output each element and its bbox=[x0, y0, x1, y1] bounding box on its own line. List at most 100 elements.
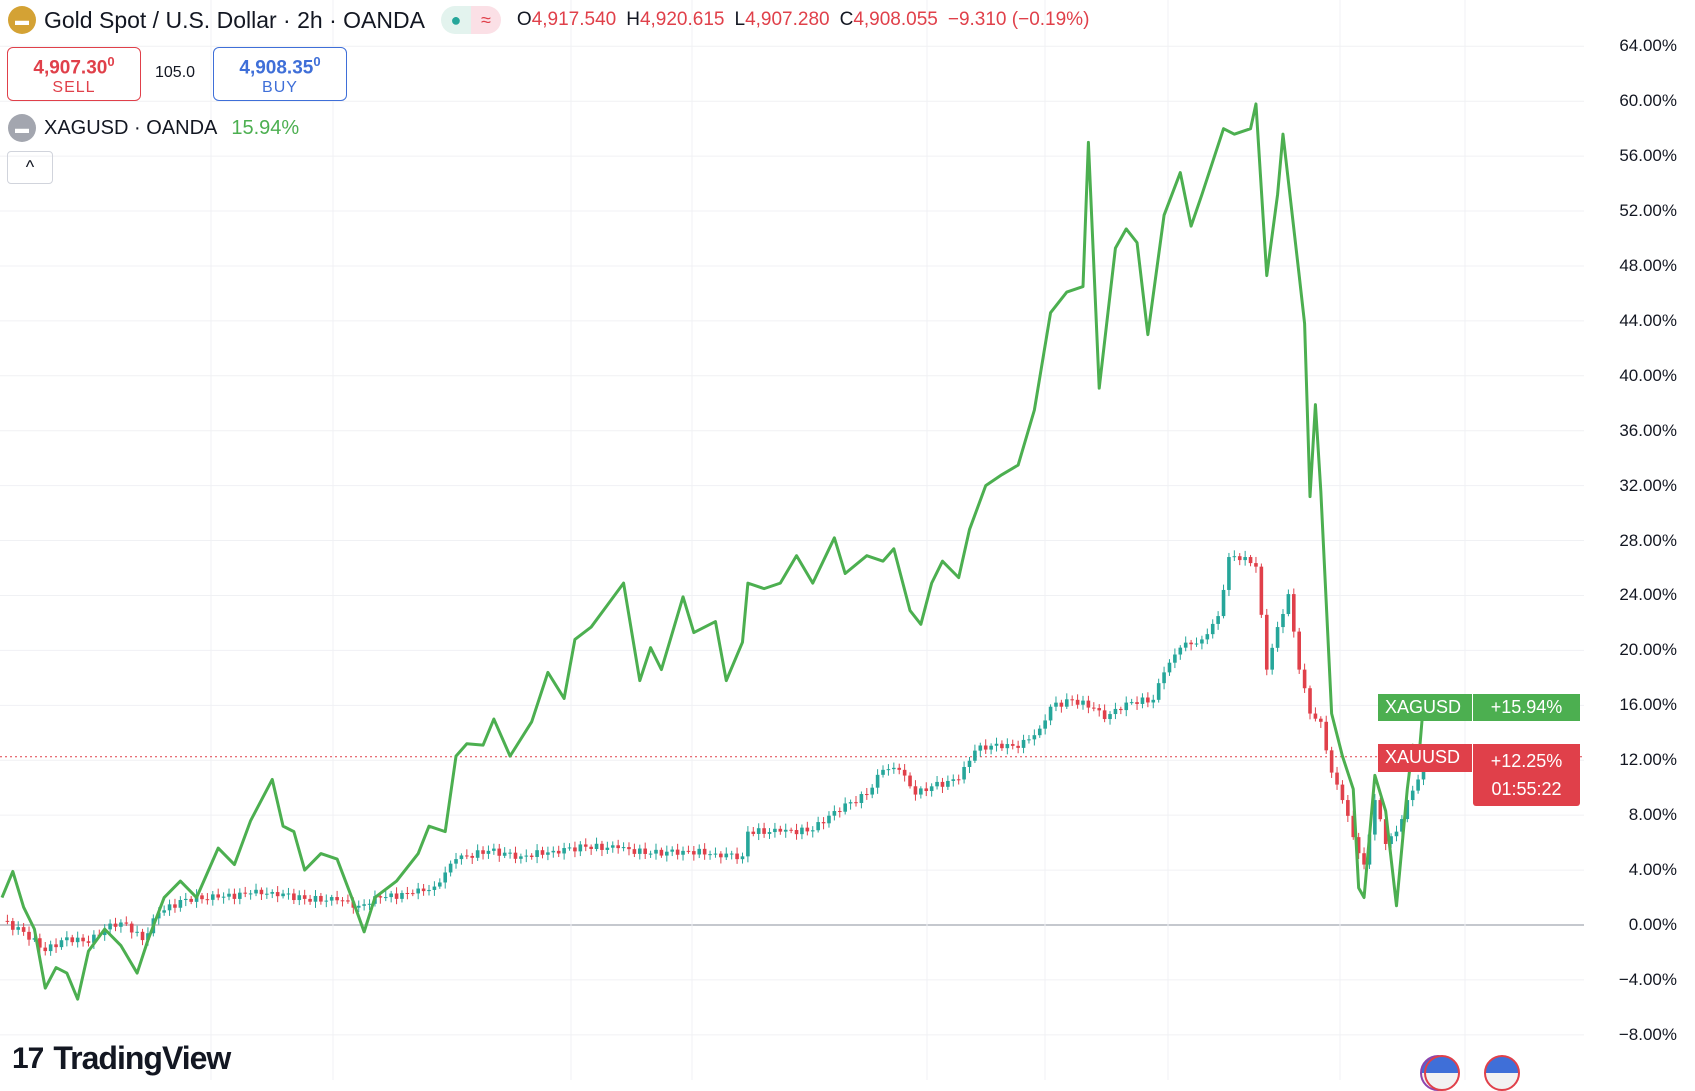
candle bbox=[616, 845, 620, 849]
compare-symbol-legend[interactable]: ▬ XAGUSD · OANDA 15.94% bbox=[8, 114, 299, 142]
y-tick-label: 60.00% bbox=[1619, 91, 1677, 111]
candle bbox=[389, 893, 393, 898]
candle bbox=[1064, 699, 1069, 707]
candle bbox=[367, 903, 372, 905]
candle bbox=[1291, 594, 1296, 632]
buy-price-sup: 0 bbox=[313, 54, 321, 69]
candle bbox=[1027, 739, 1031, 741]
candle bbox=[751, 831, 756, 834]
candle bbox=[924, 788, 929, 792]
candle bbox=[313, 895, 318, 902]
candle bbox=[48, 944, 53, 952]
buy-button[interactable]: 4,908.350 BUY bbox=[213, 47, 347, 101]
candle bbox=[216, 894, 220, 898]
us-event-flag-icon[interactable] bbox=[1484, 1055, 1520, 1091]
candle bbox=[962, 766, 966, 780]
candle bbox=[1000, 743, 1004, 749]
candle bbox=[324, 900, 329, 902]
candle bbox=[65, 937, 69, 941]
candle bbox=[340, 900, 345, 902]
candle bbox=[1156, 683, 1161, 700]
candle bbox=[1329, 750, 1334, 773]
candle bbox=[1129, 702, 1134, 704]
candle bbox=[605, 847, 610, 850]
candle bbox=[956, 779, 961, 781]
candle bbox=[432, 886, 437, 890]
candle bbox=[443, 872, 448, 883]
candle bbox=[659, 849, 664, 856]
candle bbox=[243, 892, 248, 894]
candle bbox=[129, 923, 134, 933]
collapse-legend-button[interactable]: ^ bbox=[7, 151, 53, 184]
candle bbox=[1243, 557, 1247, 561]
us-event-flag-icon[interactable] bbox=[1424, 1055, 1460, 1091]
candle bbox=[16, 927, 21, 930]
status-pill[interactable]: ● ≈ bbox=[440, 6, 501, 34]
candle bbox=[556, 850, 561, 854]
silver-symbol-icon: ▬ bbox=[8, 114, 36, 142]
bar-countdown: 01:55:22 bbox=[1491, 779, 1562, 799]
candle bbox=[173, 904, 177, 908]
candle bbox=[897, 767, 902, 770]
candle bbox=[670, 849, 675, 852]
candle bbox=[783, 829, 788, 832]
xauusd-candles bbox=[5, 550, 1431, 956]
candle bbox=[1075, 699, 1080, 705]
candle bbox=[648, 853, 653, 855]
candle bbox=[886, 769, 891, 771]
candle bbox=[1351, 815, 1356, 838]
candle bbox=[519, 856, 523, 859]
candle bbox=[92, 934, 96, 943]
candle bbox=[1248, 557, 1253, 564]
y-tick-label: 20.00% bbox=[1619, 640, 1677, 660]
market-open-dot-icon: ● bbox=[440, 6, 471, 34]
y-tick-label: 24.00% bbox=[1619, 585, 1677, 605]
candle bbox=[546, 852, 550, 855]
candle bbox=[54, 944, 58, 948]
candle bbox=[1081, 700, 1085, 705]
candle bbox=[1335, 772, 1339, 785]
candle bbox=[621, 847, 626, 849]
candle bbox=[200, 895, 204, 900]
candle bbox=[470, 855, 475, 858]
candle bbox=[102, 929, 107, 936]
candle bbox=[189, 898, 193, 902]
candle bbox=[740, 856, 745, 860]
candle bbox=[1275, 627, 1280, 648]
candle bbox=[108, 923, 112, 930]
candle bbox=[627, 847, 631, 850]
tradingview-logo-icon: 17 bbox=[12, 1041, 44, 1075]
candle bbox=[643, 848, 647, 854]
close-label: C bbox=[839, 9, 854, 30]
candle bbox=[508, 852, 512, 854]
candle bbox=[1227, 557, 1231, 590]
candle bbox=[362, 904, 366, 906]
candle bbox=[421, 888, 426, 892]
sell-button[interactable]: 4,907.300 SELL bbox=[7, 47, 141, 101]
tradingview-logo[interactable]: 17 TradingView bbox=[12, 1040, 231, 1077]
candle bbox=[946, 780, 950, 787]
xagusd-price-badge: XAGUSD +15.94% bbox=[1378, 694, 1580, 721]
candle bbox=[119, 922, 123, 927]
candle bbox=[113, 923, 118, 927]
open-value: 4,917.540 bbox=[531, 9, 617, 30]
y-tick-label: 28.00% bbox=[1619, 530, 1677, 550]
candle bbox=[978, 745, 983, 751]
candle bbox=[935, 781, 939, 787]
candle bbox=[1146, 697, 1150, 703]
candle bbox=[286, 893, 291, 895]
symbol-title[interactable]: Gold Spot / U.S. Dollar · 2h · OANDA bbox=[44, 6, 425, 33]
candle bbox=[562, 848, 566, 854]
spread: 105.0 bbox=[155, 64, 196, 81]
ohlc-values: O4,917.540 H4,920.615 L4,907.280 C4,908.… bbox=[517, 9, 1090, 31]
candle bbox=[1119, 708, 1123, 711]
candle bbox=[1189, 642, 1193, 645]
candle bbox=[913, 786, 918, 795]
candle bbox=[335, 897, 339, 901]
candle bbox=[135, 931, 139, 933]
candle bbox=[465, 855, 469, 857]
candle bbox=[789, 829, 793, 831]
candle bbox=[319, 895, 323, 902]
candle bbox=[383, 897, 388, 899]
